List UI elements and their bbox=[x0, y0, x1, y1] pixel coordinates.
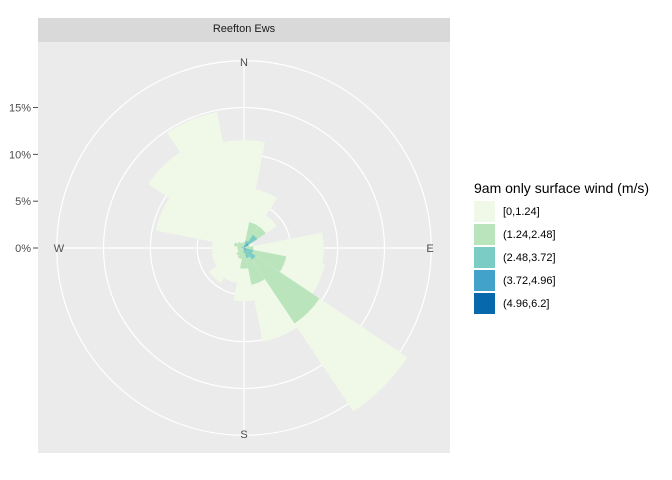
wind-bar-12-2 bbox=[242, 247, 244, 249]
legend-title: 9am only surface wind (m/s) bbox=[474, 180, 650, 196]
radial-tick-label: 0% bbox=[15, 243, 31, 255]
wind-bar-1-3 bbox=[244, 246, 246, 248]
wind-bar-3-2 bbox=[244, 247, 245, 248]
legend: 9am only surface wind (m/s) [0,1.24] (1.2… bbox=[474, 180, 669, 315]
legend-key-swatch bbox=[474, 247, 495, 268]
legend-key-swatch bbox=[474, 293, 495, 314]
wind-bar-14-0 bbox=[148, 152, 244, 248]
radial-tick-label: 5% bbox=[15, 196, 31, 208]
legend-item: (3.72,4.96] bbox=[474, 269, 669, 292]
legend-items: [0,1.24] (1.24,2.48] (2.48,3.72] (3.72,4.96… bbox=[474, 200, 669, 315]
legend-label: (1.24,2.48] bbox=[503, 228, 556, 241]
legend-item: (4.96,6.2] bbox=[474, 292, 669, 315]
wind-bar-2-3 bbox=[244, 243, 249, 248]
wind-bar-10-2 bbox=[242, 248, 244, 250]
radial-tick-label: 15% bbox=[9, 103, 31, 115]
panel-strip: Reefton Ews bbox=[38, 18, 450, 42]
wind-bar-7-2 bbox=[244, 248, 250, 259]
wind-bar-6-1 bbox=[244, 248, 320, 324]
direction-label-w: W bbox=[54, 243, 65, 255]
wind-bar-7-3 bbox=[244, 248, 246, 250]
wind-bar-5-3 bbox=[244, 248, 246, 250]
wind-bar-2-4 bbox=[244, 247, 245, 248]
legend-item: (2.48,3.72] bbox=[474, 246, 669, 269]
wind-bar-9-2 bbox=[242, 248, 244, 250]
wind-bar-11-1 bbox=[237, 248, 244, 252]
wind-bar-11-2 bbox=[243, 248, 244, 249]
direction-label-s: S bbox=[240, 429, 247, 441]
panel-title: Reefton Ews bbox=[212, 23, 276, 35]
wind-bar-8-2 bbox=[243, 248, 245, 253]
wind-bar-12-0 bbox=[212, 241, 244, 255]
wind-bar-0-2 bbox=[243, 245, 245, 248]
axis-labels: N E S W 0% 5% 10% 15% bbox=[9, 57, 434, 441]
wind-bar-7-1 bbox=[244, 248, 265, 285]
legend-key-swatch bbox=[474, 270, 495, 291]
wind-bar-13-1 bbox=[233, 242, 244, 248]
wind-bar-4-0 bbox=[244, 232, 324, 264]
legend-label: (2.48,3.72] bbox=[503, 251, 556, 264]
wind-bar-10-0 bbox=[208, 248, 244, 284]
wind-bar-15-0 bbox=[167, 112, 244, 248]
legend-label: (4.96,6.2] bbox=[503, 297, 550, 310]
wind-bars bbox=[148, 112, 408, 412]
legend-label: (3.72,4.96] bbox=[503, 274, 556, 287]
wind-bar-6-2 bbox=[244, 248, 256, 260]
wind-bar-10-1 bbox=[236, 248, 244, 256]
wind-bar-3-1 bbox=[244, 244, 250, 248]
wind-bar-12-1 bbox=[237, 246, 244, 250]
wind-bar-0-0 bbox=[222, 140, 266, 248]
legend-label: [0,1.24] bbox=[503, 205, 540, 218]
direction-label-n: N bbox=[240, 57, 248, 69]
wind-bar-5-2 bbox=[244, 248, 254, 254]
wind-bar-8-1 bbox=[239, 248, 249, 269]
wind-bar-6-3 bbox=[244, 248, 247, 251]
wind-bar-13-0 bbox=[155, 198, 244, 248]
wind-bar-5-1 bbox=[244, 248, 287, 272]
wind-bar-4-1 bbox=[244, 246, 254, 250]
wind-bar-13-2 bbox=[241, 246, 244, 248]
wind-bar-15-2 bbox=[242, 246, 244, 248]
legend-item: [0,1.24] bbox=[474, 200, 669, 223]
legend-item: (1.24,2.48] bbox=[474, 223, 669, 246]
legend-key-swatch bbox=[474, 224, 495, 245]
radial-tick-label: 10% bbox=[9, 149, 31, 161]
wind-bar-14-2 bbox=[242, 246, 244, 248]
wind-bar-1-2 bbox=[244, 240, 249, 248]
wind-bar-9-1 bbox=[237, 248, 244, 260]
wind-bar-8-0 bbox=[233, 248, 255, 302]
legend-key-swatch bbox=[474, 201, 495, 222]
wind-bar-14-1 bbox=[237, 241, 244, 248]
direction-label-e: E bbox=[426, 243, 433, 255]
wind-bar-11-0 bbox=[211, 248, 244, 267]
